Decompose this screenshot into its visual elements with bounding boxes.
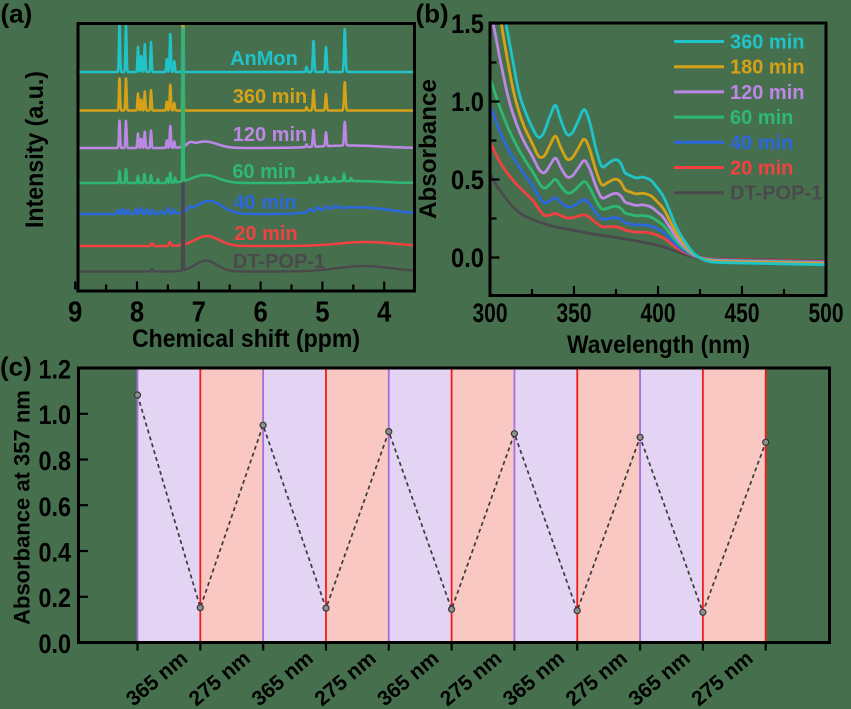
svg-text:60 min: 60 min [232,161,295,183]
svg-text:400: 400 [641,298,676,328]
svg-text:180 min: 180 min [730,57,804,79]
svg-text:(c): (c) [0,352,32,382]
svg-text:500: 500 [809,298,844,328]
svg-text:0.6: 0.6 [39,492,72,522]
svg-text:120 min: 120 min [233,124,307,146]
svg-text:(b): (b) [416,0,449,29]
svg-text:275 nm: 275 nm [562,647,632,709]
svg-text:0.0: 0.0 [39,629,72,659]
svg-text:1.2: 1.2 [39,355,72,385]
svg-text:Absorbance: Absorbance [415,79,442,219]
svg-text:20 min: 20 min [730,158,793,180]
svg-text:Wavelength (nm): Wavelength (nm) [567,331,750,359]
svg-text:365 nm: 365 nm [624,647,694,709]
svg-text:20 min: 20 min [234,223,297,245]
svg-text:120 min: 120 min [730,82,804,104]
svg-text:360 min: 360 min [730,32,804,54]
svg-text:7: 7 [192,297,206,329]
svg-text:0.2: 0.2 [39,583,72,613]
svg-text:450: 450 [725,298,760,328]
svg-text:40 min: 40 min [233,192,296,214]
svg-text:5: 5 [315,297,329,329]
svg-text:275 nm: 275 nm [436,647,506,709]
svg-text:300: 300 [473,298,508,328]
svg-text:8: 8 [130,297,144,329]
svg-text:275 nm: 275 nm [310,647,380,709]
svg-text:AnMon: AnMon [230,48,298,70]
svg-text:360 min: 360 min [233,86,307,108]
svg-text:6: 6 [253,297,267,329]
svg-text:9: 9 [68,297,82,329]
svg-text:(a): (a) [1,0,33,28]
svg-text:365 nm: 365 nm [122,647,192,709]
svg-text:4: 4 [377,297,391,329]
svg-text:275 nm: 275 nm [687,647,757,709]
svg-text:275 nm: 275 nm [185,647,255,709]
svg-text:Chemical shift (ppm): Chemical shift (ppm) [132,325,360,353]
svg-text:0.4: 0.4 [39,538,72,568]
svg-text:DT-POP-1: DT-POP-1 [233,251,325,273]
svg-text:60 min: 60 min [730,107,793,129]
svg-text:365 nm: 365 nm [373,647,443,709]
svg-text:365 nm: 365 nm [248,647,318,709]
svg-text:Absorbance at 357 nm: Absorbance at 357 nm [10,390,35,625]
svg-text:1.0: 1.0 [451,87,484,117]
svg-text:Intensity (a.u.): Intensity (a.u.) [21,71,49,228]
svg-text:1.5: 1.5 [451,9,484,39]
svg-text:350: 350 [557,298,592,328]
svg-text:0.5: 0.5 [451,165,484,195]
svg-text:0.0: 0.0 [451,243,484,273]
svg-text:DT-POP-1: DT-POP-1 [730,183,822,205]
svg-text:40 min: 40 min [730,132,793,154]
svg-text:1.0: 1.0 [39,400,72,430]
svg-text:0.8: 0.8 [39,446,72,476]
svg-text:365 nm: 365 nm [499,647,569,709]
